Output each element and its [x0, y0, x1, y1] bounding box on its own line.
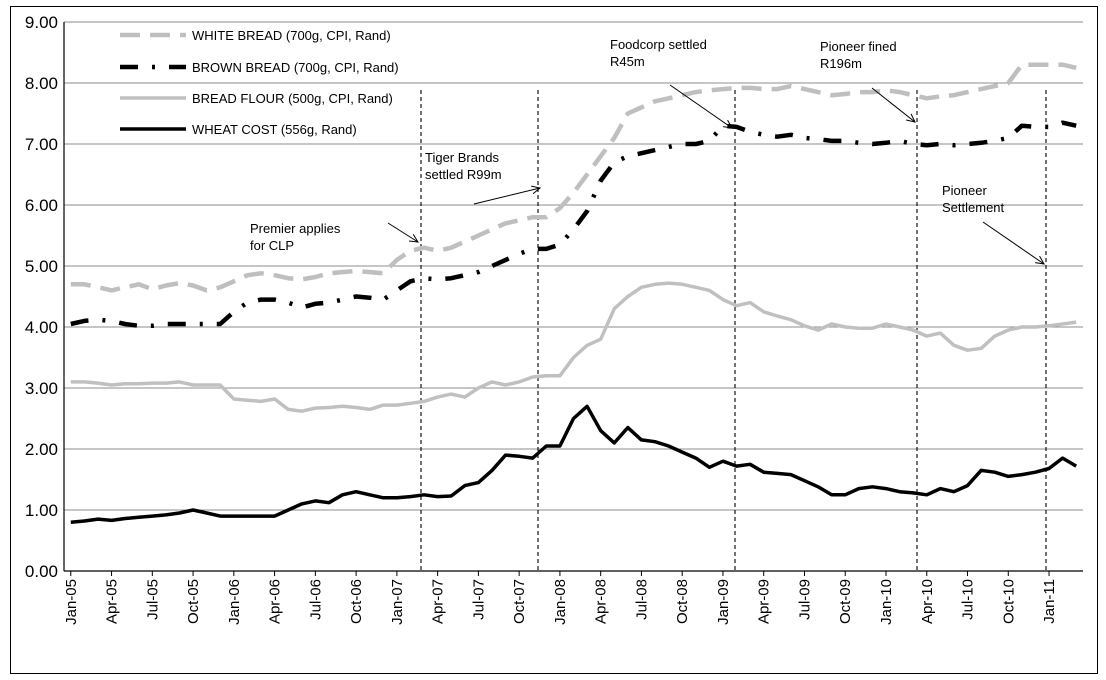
y-tick-label: 0.00	[25, 562, 58, 581]
annotation-arrow	[982, 221, 1045, 265]
y-tick-label: 9.00	[25, 13, 58, 32]
x-tick-label: Jul-05	[144, 579, 161, 620]
annotation-label: for CLP	[250, 238, 294, 253]
annotation-label: Pioneer	[942, 183, 987, 198]
annotation-arrowhead	[409, 234, 419, 243]
x-tick-label: Oct-09	[837, 579, 854, 624]
y-tick-label: 8.00	[25, 74, 58, 93]
x-tick-label: Jul-06	[307, 579, 324, 620]
annotation-arrow	[387, 222, 419, 243]
annotation-arrow	[669, 84, 733, 129]
annotation-label: Foodcorp settled	[610, 37, 707, 52]
y-tick-label: 6.00	[25, 196, 58, 215]
series-line-3	[70, 404, 1078, 524]
annotation-label: R196m	[820, 56, 862, 71]
x-tick-label: Jan-07	[389, 579, 406, 625]
legend-label: WHITE BREAD (700g, CPI, Rand)	[192, 28, 391, 43]
legend-label: WHEAT COST (556g, Rand)	[192, 122, 357, 137]
annotation-label: settled R99m	[425, 167, 502, 182]
x-tick-label: Oct-10	[1000, 579, 1017, 624]
x-tick-label: Apr-07	[430, 579, 447, 624]
x-tick-label: Jan-05	[63, 579, 80, 625]
x-tick-label: Apr-08	[593, 579, 610, 624]
annotation-arrowhead	[723, 119, 733, 129]
x-tick-label: Jul-08	[633, 579, 650, 620]
x-tick-label: Jul-07	[470, 579, 487, 620]
y-tick-label: 4.00	[25, 318, 58, 337]
annotation-arrowhead	[531, 185, 542, 195]
x-tick-label: Oct-06	[348, 579, 365, 624]
x-tick-label: Oct-07	[511, 579, 528, 624]
x-tick-label: Jan-10	[878, 579, 895, 625]
x-tick-label: Apr-06	[267, 579, 284, 624]
x-tick-label: Jan-09	[715, 579, 732, 625]
y-tick-label: 2.00	[25, 440, 58, 459]
annotation-label: Pioneer fined	[820, 39, 897, 54]
annotation-label: R45m	[610, 54, 645, 69]
annotation-arrowhead	[906, 113, 916, 123]
legend-label: BREAD FLOUR (500g, CPI, Rand)	[192, 91, 393, 106]
series-line-1	[70, 120, 1077, 329]
annotation-label: Settlement	[942, 200, 1005, 215]
x-tick-label: Jan-11	[1041, 579, 1058, 624]
annotation-arrow	[871, 87, 916, 123]
y-tick-label: 1.00	[25, 501, 58, 520]
y-tick-label: 7.00	[25, 135, 58, 154]
series-line-0	[70, 62, 1077, 293]
series-line-2	[70, 281, 1077, 413]
x-tick-label: Jan-08	[552, 579, 569, 625]
annotation-arrowhead	[1035, 255, 1045, 265]
annotation-label: Tiger Brands	[425, 150, 499, 165]
x-tick-label: Jul-09	[796, 579, 813, 620]
x-tick-label: Apr-10	[919, 579, 936, 624]
x-tick-label: Apr-05	[104, 579, 121, 624]
annotation-arrow	[473, 187, 541, 205]
x-tick-label: Oct-05	[185, 579, 202, 624]
x-tick-label: Oct-08	[674, 579, 691, 624]
annotation-label: Premier applies	[250, 221, 341, 236]
chart-frame	[10, 6, 1098, 674]
x-tick-label: Jan-06	[226, 579, 243, 625]
legend-label: BROWN BREAD (700g, CPI, Rand)	[192, 60, 399, 75]
x-tick-label: Jul-10	[960, 579, 977, 620]
y-tick-label: 5.00	[25, 257, 58, 276]
x-tick-label: Apr-09	[756, 579, 773, 624]
y-tick-label: 3.00	[25, 379, 58, 398]
